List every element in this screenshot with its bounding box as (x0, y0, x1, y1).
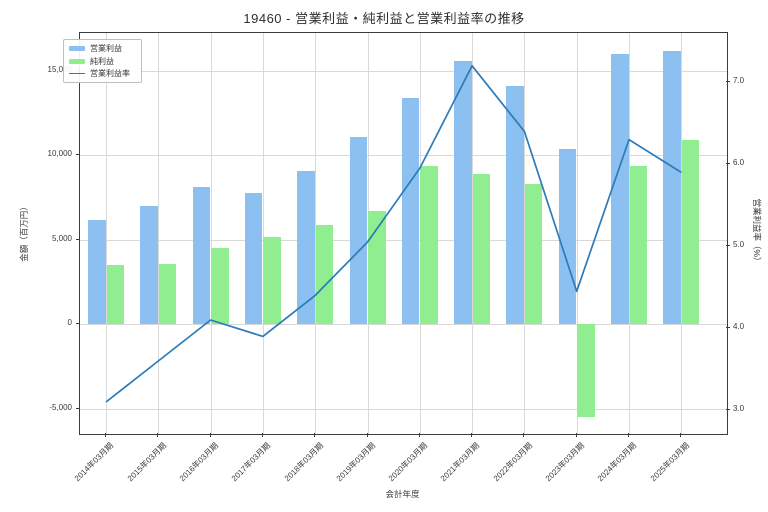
chart-title: 19460 - 営業利益・純利益と営業利益率の推移 (243, 11, 525, 26)
y-left-tick-label: 5,000 (51, 233, 72, 243)
gridline-vertical (158, 33, 160, 434)
x-axis-title: 会計年度 (385, 489, 420, 499)
net-profit-bar (577, 324, 595, 418)
y-right-tick-label: 7.0 (733, 76, 745, 86)
operating-profit-bar (192, 186, 211, 325)
legend-label: 営業利益 (90, 44, 122, 53)
net-profit-bar (472, 173, 491, 325)
net-profit-bar (106, 265, 124, 325)
x-tick-label: 2018年03月期 (282, 441, 325, 484)
y-right-tick-label: 5.0 (733, 240, 745, 250)
net-profit-bar (315, 224, 334, 325)
y-axis-title-right: 営業利益率（%） (752, 198, 762, 266)
operating-profit-bar (454, 60, 472, 325)
x-tick-label: 2014年03月期 (73, 441, 116, 484)
x-tick (209, 433, 211, 437)
x-tick (157, 433, 159, 437)
operating-profit-color-swatch (69, 46, 85, 51)
y-right-tick-label: 4.0 (733, 322, 745, 332)
x-tick (523, 433, 525, 437)
operating-profit-bar (297, 171, 315, 325)
x-tick-label: 2015年03月期 (125, 441, 168, 484)
x-tick-label: 2016年03月期 (177, 441, 220, 484)
y-left-tick-label: -5,000 (49, 402, 72, 412)
plot-area (79, 32, 728, 435)
legend-item: 営業利益 (69, 44, 136, 53)
operating-profit-bar (663, 51, 681, 325)
y-right-tick (726, 327, 730, 329)
x-tick-label: 2020年03月期 (386, 441, 430, 484)
operating-profit-bar (611, 54, 629, 325)
x-tick-label: 2024年03月期 (596, 441, 639, 484)
x-tick (680, 433, 682, 437)
net-profit-bar (263, 236, 281, 325)
x-tick-label: 2025年03月期 (648, 441, 691, 484)
legend: 営業利益純利益営業利益率 (63, 39, 142, 83)
operating-profit-bar (244, 192, 263, 325)
x-tick-label: 2021年03月期 (439, 441, 482, 484)
net-profit-bar (420, 166, 438, 325)
legend-label: 純利益 (90, 56, 114, 66)
operating-profit-bar (88, 220, 106, 325)
y-right-tick (726, 81, 730, 83)
x-tick (261, 433, 263, 437)
net-profit-bar (629, 165, 647, 325)
gridline-horizontal (80, 324, 727, 326)
y-left-tick (75, 323, 79, 325)
operating-profit-bar (401, 97, 420, 325)
x-tick (366, 433, 368, 437)
operating-profit-bar (558, 149, 577, 325)
net-profit-color-swatch (69, 58, 85, 64)
gridline-vertical (576, 33, 578, 434)
x-tick-label: 2017年03月期 (230, 441, 273, 484)
y-right-tick-label: 3.0 (733, 404, 745, 414)
y-left-tick-label: 15,000 (47, 64, 72, 74)
y-left-tick (75, 407, 79, 409)
gridline-vertical (106, 33, 107, 434)
x-tick-label: 2023年03月期 (543, 441, 587, 484)
legend-item: 営業利益率 (69, 69, 136, 78)
x-tick (105, 433, 106, 437)
gridline-horizontal (80, 70, 727, 72)
x-tick (418, 433, 420, 437)
operating-margin-line (105, 64, 682, 403)
x-tick (628, 433, 629, 437)
x-tick-label: 2019年03月期 (334, 441, 377, 484)
net-profit-bar (158, 264, 177, 325)
x-tick (575, 433, 577, 437)
y-left-tick (75, 238, 79, 240)
y-right-tick-label: 6.0 (733, 158, 745, 168)
legend-item: 純利益 (69, 57, 136, 66)
net-profit-bar (681, 140, 700, 325)
x-tick (314, 433, 316, 437)
x-tick-label: 2022年03月期 (491, 441, 534, 484)
operating-profit-bar (140, 206, 158, 325)
operating-margin-line-swatch (69, 72, 85, 75)
x-tick (471, 433, 473, 437)
y-right-tick (726, 245, 730, 247)
gridline-horizontal (80, 408, 727, 410)
legend-label: 営業利益率 (90, 69, 130, 78)
y-axis-title-left: 金額（百万円） (19, 202, 29, 262)
net-profit-bar (211, 248, 229, 325)
y-right-tick (726, 163, 730, 165)
y-right-tick (726, 409, 730, 411)
operating-profit-bar (349, 136, 367, 325)
y-left-tick (75, 154, 79, 156)
y-left-tick-label: 0 (67, 318, 72, 328)
operating-profit-bar (506, 86, 524, 325)
gridline-vertical (262, 33, 264, 434)
net-profit-bar (524, 184, 543, 325)
y-left-tick-label: 10,000 (47, 149, 72, 159)
gridline-vertical (210, 33, 212, 434)
net-profit-bar (368, 211, 386, 325)
